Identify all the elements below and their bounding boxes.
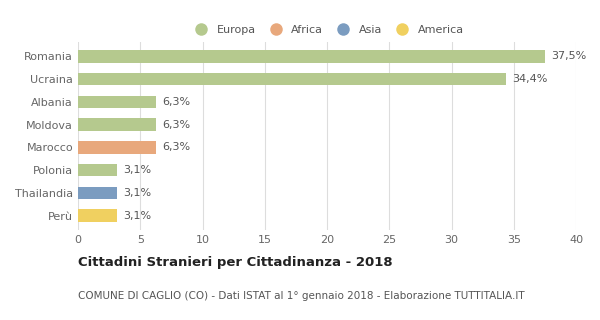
Text: COMUNE DI CAGLIO (CO) - Dati ISTAT al 1° gennaio 2018 - Elaborazione TUTTITALIA.: COMUNE DI CAGLIO (CO) - Dati ISTAT al 1°…	[78, 291, 524, 301]
Bar	[78, 73, 506, 85]
Text: 3,1%: 3,1%	[123, 211, 151, 220]
Bar	[78, 164, 116, 176]
Bar	[78, 209, 116, 222]
Text: 6,3%: 6,3%	[163, 142, 191, 152]
Bar	[78, 141, 157, 154]
Bar	[78, 187, 116, 199]
Text: 6,3%: 6,3%	[163, 120, 191, 130]
Legend: Europa, Africa, Asia, America: Europa, Africa, Asia, America	[188, 23, 466, 37]
Text: 3,1%: 3,1%	[123, 165, 151, 175]
Bar	[78, 96, 157, 108]
Text: 6,3%: 6,3%	[163, 97, 191, 107]
Text: 37,5%: 37,5%	[551, 52, 586, 61]
Text: 3,1%: 3,1%	[123, 188, 151, 198]
Bar	[78, 50, 545, 63]
Text: Cittadini Stranieri per Cittadinanza - 2018: Cittadini Stranieri per Cittadinanza - 2…	[78, 256, 392, 269]
Bar	[78, 118, 157, 131]
Text: 34,4%: 34,4%	[512, 74, 548, 84]
